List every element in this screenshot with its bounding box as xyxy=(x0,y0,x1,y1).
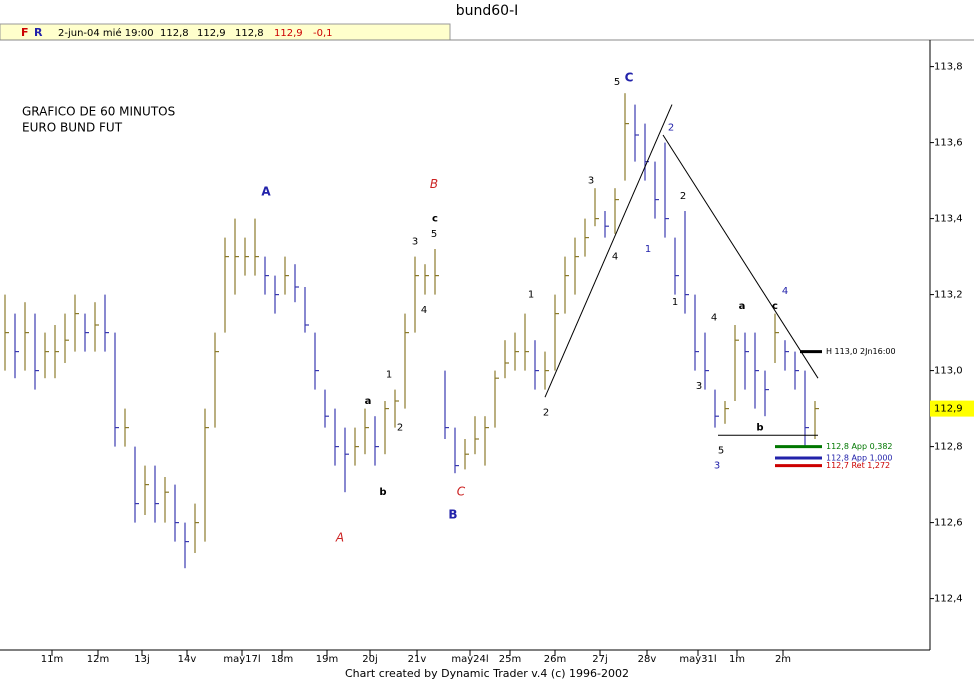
x-tick-label: 19m xyxy=(316,654,338,665)
y-tick-label: 113,8 xyxy=(934,62,963,73)
wave-label: 4 xyxy=(421,305,427,316)
trendline xyxy=(662,134,819,379)
wave-label: B xyxy=(448,508,457,522)
title-bar xyxy=(0,0,974,22)
x-tick-label: 26m xyxy=(544,654,566,665)
info-date: 2-jun-04 mié 19:00 xyxy=(58,27,154,39)
x-tick-label: 2m xyxy=(775,654,791,665)
x-tick-label: 13j xyxy=(134,654,150,665)
wave-label: 4 xyxy=(782,286,788,297)
y-tick-label: 112,6 xyxy=(934,518,963,529)
y-tick-label: 113,4 xyxy=(934,214,963,225)
wave-label: b xyxy=(379,487,386,498)
wave-label: 5 xyxy=(718,445,724,456)
y-tick-label: 112,4 xyxy=(934,594,963,605)
x-tick-label: 18m xyxy=(271,654,293,665)
x-tick-label: may17l xyxy=(223,654,260,665)
wave-label: 2 xyxy=(397,423,403,434)
wave-label: A xyxy=(261,185,271,199)
y-tick-label: 113,6 xyxy=(934,138,963,149)
info-high: 112,9 xyxy=(197,28,226,39)
wave-label: 3 xyxy=(412,236,418,247)
x-tick-label: 12m xyxy=(87,654,109,665)
wave-label: B xyxy=(430,177,438,191)
info-low: 112,8 xyxy=(235,28,264,39)
level-label: 112,8 App 0,382 xyxy=(826,442,893,451)
wave-label: a xyxy=(365,396,372,407)
y-tick-label: 112,8 xyxy=(934,442,963,453)
chart-title: bund60-I xyxy=(456,3,519,19)
x-tick-label: 11m xyxy=(41,654,63,665)
x-tick-label: 25m xyxy=(499,654,521,665)
wave-label: 2 xyxy=(680,191,686,202)
wave-label: c xyxy=(772,301,778,312)
info-change: -0,1 xyxy=(313,28,333,39)
x-tick-label: 20j xyxy=(362,654,378,665)
wave-label: 5 xyxy=(431,229,437,240)
last-price-box xyxy=(930,400,974,417)
wave-label: b xyxy=(756,423,763,434)
wave-label: 4 xyxy=(711,312,717,323)
y-tick-label: 113,2 xyxy=(934,290,963,301)
wave-label: A xyxy=(335,530,344,544)
wave-label: 2 xyxy=(543,407,549,418)
x-tick-label: may24l xyxy=(451,654,488,665)
level-label: 112,8 App 1,000 xyxy=(826,454,893,463)
x-tick-label: 21v xyxy=(408,654,427,665)
wave-label: 3 xyxy=(714,461,720,472)
wave-label: 5 xyxy=(614,77,620,88)
x-tick-label: 27j xyxy=(592,654,608,665)
wave-label: 1 xyxy=(386,369,392,380)
note: EURO BUND FUT xyxy=(22,121,123,135)
x-tick-label: may31l xyxy=(679,654,716,665)
wave-label: 2 xyxy=(668,122,674,133)
info-open: 112,8 xyxy=(160,28,189,39)
info-close: 112,9 xyxy=(274,28,303,39)
x-tick-label: 28v xyxy=(638,654,657,665)
wave-label: 3 xyxy=(696,381,702,392)
wave-label: 1 xyxy=(672,297,678,308)
last-price-label: 112,9 xyxy=(934,404,963,415)
x-tick-label: 14v xyxy=(178,654,197,665)
r-flag: R xyxy=(34,26,43,39)
wave-label: a xyxy=(739,301,746,312)
f-flag: F xyxy=(21,26,29,39)
level-label: H 113,0 2Jn16:00 xyxy=(826,347,896,356)
note: GRAFICO DE 60 MINUTOS xyxy=(22,105,175,119)
y-tick-label: 113,0 xyxy=(934,366,963,377)
x-tick-label: 1m xyxy=(729,654,745,665)
wave-label: C xyxy=(457,485,466,499)
wave-label: 1 xyxy=(645,244,651,255)
wave-label: C xyxy=(625,71,634,85)
wave-label: c xyxy=(432,214,438,225)
level-label: 112,7 Ret 1,272 xyxy=(826,461,890,470)
wave-label: 1 xyxy=(528,290,534,301)
trendline xyxy=(544,104,673,398)
wave-label: 3 xyxy=(588,176,594,187)
wave-label: 4 xyxy=(612,252,618,263)
footer: Chart created by Dynamic Trader v.4 (c) … xyxy=(345,667,629,680)
